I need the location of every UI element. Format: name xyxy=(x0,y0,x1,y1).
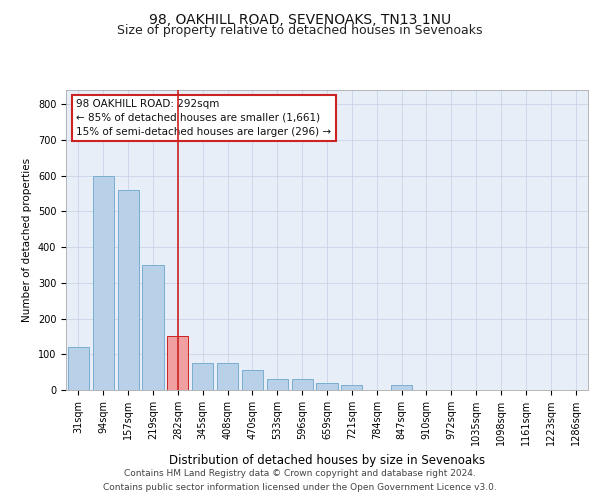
Bar xyxy=(68,347,89,390)
Bar xyxy=(192,363,213,390)
Bar xyxy=(267,380,288,390)
Bar xyxy=(391,384,412,390)
Bar xyxy=(217,363,238,390)
Bar xyxy=(292,380,313,390)
Text: 98 OAKHILL ROAD: 292sqm
← 85% of detached houses are smaller (1,661)
15% of semi: 98 OAKHILL ROAD: 292sqm ← 85% of detache… xyxy=(76,99,332,137)
Bar xyxy=(93,176,114,390)
Text: Contains public sector information licensed under the Open Government Licence v3: Contains public sector information licen… xyxy=(103,484,497,492)
X-axis label: Distribution of detached houses by size in Sevenoaks: Distribution of detached houses by size … xyxy=(169,454,485,466)
Bar xyxy=(242,370,263,390)
Text: 98, OAKHILL ROAD, SEVENOAKS, TN13 1NU: 98, OAKHILL ROAD, SEVENOAKS, TN13 1NU xyxy=(149,12,451,26)
Bar xyxy=(167,336,188,390)
Bar xyxy=(316,383,338,390)
Y-axis label: Number of detached properties: Number of detached properties xyxy=(22,158,32,322)
Bar xyxy=(341,384,362,390)
Bar xyxy=(118,190,139,390)
Text: Size of property relative to detached houses in Sevenoaks: Size of property relative to detached ho… xyxy=(117,24,483,37)
Bar xyxy=(142,265,164,390)
Text: Contains HM Land Registry data © Crown copyright and database right 2024.: Contains HM Land Registry data © Crown c… xyxy=(124,468,476,477)
